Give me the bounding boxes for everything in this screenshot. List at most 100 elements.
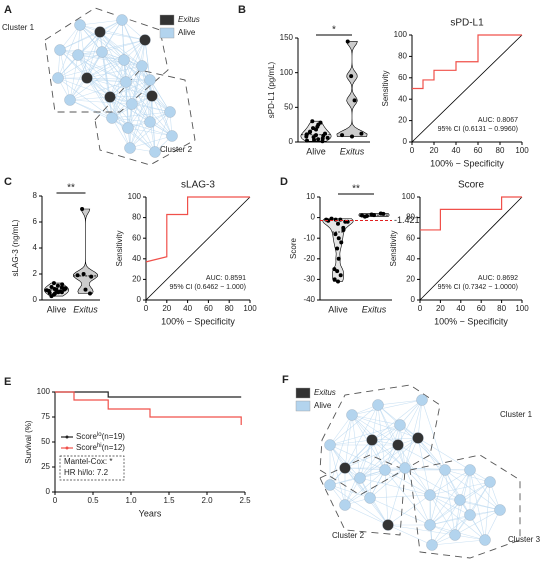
- data-point: [335, 246, 340, 251]
- y-tick-label: 80: [398, 52, 407, 61]
- roc-curve: [420, 196, 522, 231]
- edge: [384, 469, 431, 526]
- node: [372, 399, 384, 411]
- y-tick-label: -30: [303, 275, 315, 284]
- edge: [69, 99, 113, 119]
- x-tick-label: 0: [410, 146, 415, 155]
- node: [166, 130, 178, 142]
- cluster-label: Cluster 2: [160, 145, 193, 154]
- x-tick-label: 20: [436, 304, 445, 313]
- y-tick-label: 75: [41, 412, 50, 421]
- edge: [79, 24, 143, 67]
- edge: [377, 404, 386, 471]
- edge: [351, 414, 401, 426]
- node: [484, 476, 496, 488]
- panel-label: A: [4, 4, 12, 16]
- edge: [369, 494, 431, 499]
- edge: [329, 484, 371, 499]
- node: [146, 90, 158, 102]
- edge: [344, 504, 389, 526]
- edge: [454, 509, 501, 536]
- y-tick-label: 10: [306, 192, 315, 201]
- edge: [109, 96, 131, 149]
- annotation: HR hi/lo: 7.2: [64, 468, 109, 477]
- node: [52, 72, 64, 84]
- cluster-label: Cluster 1: [500, 410, 533, 419]
- data-point: [55, 283, 60, 288]
- edge: [111, 65, 143, 119]
- edge: [369, 497, 431, 526]
- edge: [79, 24, 146, 41]
- edge: [69, 99, 133, 105]
- node: [324, 479, 336, 491]
- edge: [387, 467, 406, 526]
- y-axis-label: sLAG-3 (ng/mL): [11, 219, 20, 276]
- data-point: [89, 274, 94, 279]
- data-point: [316, 137, 321, 142]
- node: [354, 472, 366, 484]
- edge: [79, 24, 125, 61]
- x-tick-label: 0: [144, 304, 149, 313]
- y-tick-label: 100: [402, 192, 416, 201]
- y-tick-label: 20: [132, 275, 141, 284]
- node: [394, 419, 406, 431]
- y-tick-label: 40: [398, 94, 407, 103]
- legend-label: Alive: [178, 28, 196, 37]
- edge: [384, 469, 431, 496]
- edge: [484, 481, 491, 541]
- edge: [86, 31, 101, 79]
- data-point: [75, 273, 80, 278]
- edge: [109, 96, 129, 129]
- survival-curve: [55, 391, 242, 398]
- node: [426, 539, 438, 551]
- data-point: [372, 213, 376, 218]
- edge: [417, 399, 423, 439]
- node: [366, 434, 378, 446]
- edge: [111, 117, 131, 149]
- edge: [384, 469, 389, 526]
- annotation: 95% CI (0.6462 − 1.000): [170, 284, 246, 291]
- y-tick-label: 80: [132, 213, 141, 222]
- edge: [109, 59, 125, 98]
- x-tick-label: 100: [515, 304, 529, 313]
- edge: [429, 494, 471, 516]
- edge: [459, 481, 491, 501]
- edge: [69, 54, 79, 101]
- data-point: [338, 273, 343, 278]
- legend-base: Score: [76, 432, 97, 441]
- roc-curve: [145, 196, 250, 263]
- y-axis-label: sPD-L1 (pg/mL): [267, 61, 276, 118]
- cluster-outline: [44, 7, 169, 113]
- data-point: [49, 285, 54, 289]
- node: [116, 14, 128, 26]
- data-point: [310, 119, 315, 124]
- edge: [111, 117, 151, 123]
- edge: [131, 103, 156, 153]
- node: [104, 91, 116, 103]
- cluster-outline: [319, 384, 441, 496]
- x-tick-label: 40: [456, 304, 465, 313]
- data-point: [83, 287, 88, 292]
- panel-label: D: [280, 176, 288, 188]
- edge: [129, 135, 173, 149]
- node: [449, 529, 461, 541]
- node: [149, 146, 161, 158]
- data-point: [336, 221, 340, 226]
- edge: [329, 444, 346, 506]
- node: [120, 76, 132, 88]
- edge: [429, 499, 461, 526]
- edge: [86, 77, 129, 129]
- x-tick-label: 20: [162, 304, 171, 313]
- edge: [351, 414, 399, 446]
- node: [72, 49, 84, 61]
- node: [424, 519, 436, 531]
- edge: [399, 424, 446, 471]
- data-point: [311, 126, 316, 131]
- legend-rest: (n=19): [102, 432, 126, 441]
- edge: [129, 79, 151, 149]
- data-point: [340, 133, 345, 138]
- node: [454, 494, 466, 506]
- edge: [429, 481, 491, 496]
- node: [81, 72, 93, 84]
- y-tick-label: 0: [33, 295, 38, 304]
